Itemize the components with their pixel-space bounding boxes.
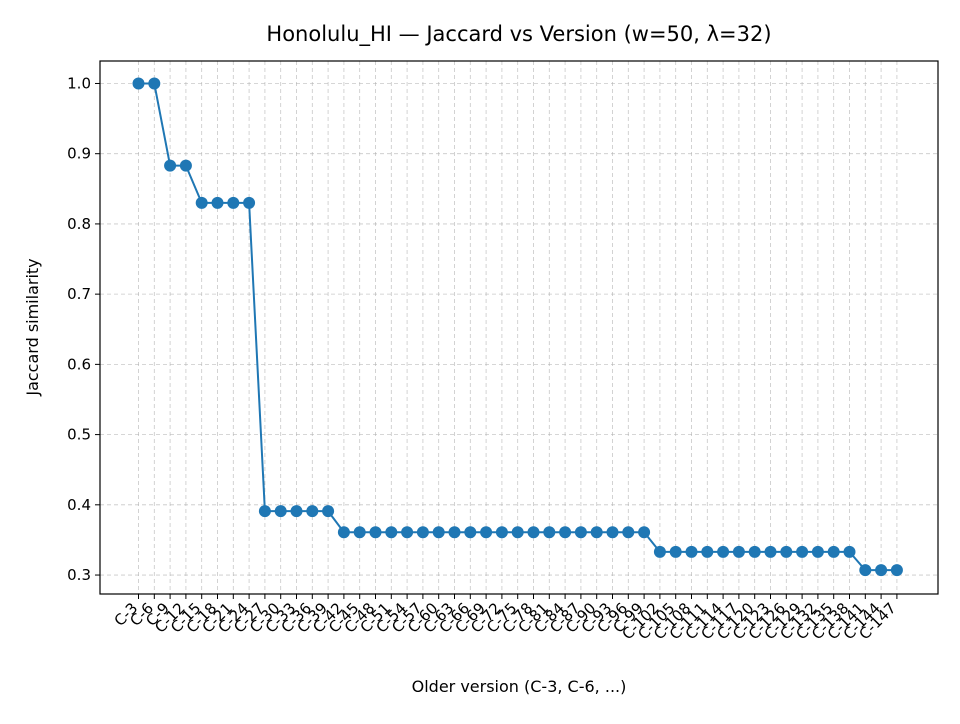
data-point [764, 545, 777, 558]
data-point [559, 526, 572, 539]
data-point [132, 77, 145, 90]
data-point [511, 526, 524, 539]
data-points [132, 77, 903, 577]
data-point [480, 526, 493, 539]
data-point [385, 526, 398, 539]
y-tick-label: 0.4 [67, 496, 91, 514]
data-point [875, 564, 888, 577]
data-point [179, 159, 192, 172]
y-axis-ticks: 0.3 0.4 0.5 0.6 0.7 0.8 0.9 1.0 [67, 74, 100, 584]
data-point [432, 526, 445, 539]
data-point [290, 505, 303, 518]
data-point [543, 526, 556, 539]
x-axis-ticks: C-3C-6C-9C-12C-15C-18C-21C-24C-27C-30C-3… [111, 594, 900, 643]
data-point [574, 526, 587, 539]
data-point [669, 545, 682, 558]
data-point [258, 505, 271, 518]
y-tick-label: 0.7 [67, 285, 91, 303]
data-point [811, 545, 824, 558]
y-tick-label: 0.5 [67, 426, 91, 444]
data-point [227, 196, 240, 209]
data-point [401, 526, 414, 539]
data-point [495, 526, 508, 539]
y-tick-label: 0.9 [67, 145, 91, 163]
chart-title: Honolulu_HI — Jaccard vs Version (w=50, … [266, 22, 771, 47]
data-point [369, 526, 382, 539]
data-point [274, 505, 287, 518]
data-point [685, 545, 698, 558]
data-point [638, 526, 651, 539]
data-point [243, 196, 256, 209]
data-point [322, 505, 335, 518]
data-point [306, 505, 319, 518]
data-point [859, 564, 872, 577]
data-point [796, 545, 809, 558]
data-point [827, 545, 840, 558]
data-point [890, 564, 903, 577]
data-point [701, 545, 714, 558]
data-point [843, 545, 856, 558]
data-point [164, 159, 177, 172]
y-tick-label: 1.0 [67, 74, 91, 92]
data-point [748, 545, 761, 558]
data-point [464, 526, 477, 539]
grid [100, 61, 938, 594]
y-tick-label: 0.6 [67, 355, 91, 373]
data-point [353, 526, 366, 539]
y-axis-label: Jaccard similarity [23, 258, 42, 396]
data-point [337, 526, 350, 539]
data-point [732, 545, 745, 558]
data-point [527, 526, 540, 539]
data-point [148, 77, 161, 90]
data-point [653, 545, 666, 558]
y-tick-label: 0.8 [67, 215, 91, 233]
data-point [211, 196, 224, 209]
data-point [416, 526, 429, 539]
data-point [717, 545, 730, 558]
y-tick-label: 0.3 [67, 566, 91, 584]
plot-frame [99, 60, 939, 595]
data-point [622, 526, 635, 539]
data-point [606, 526, 619, 539]
data-point [195, 196, 208, 209]
x-axis-label: Older version (C-3, C-6, ...) [412, 677, 627, 696]
data-point [590, 526, 603, 539]
data-point [780, 545, 793, 558]
data-point [448, 526, 461, 539]
